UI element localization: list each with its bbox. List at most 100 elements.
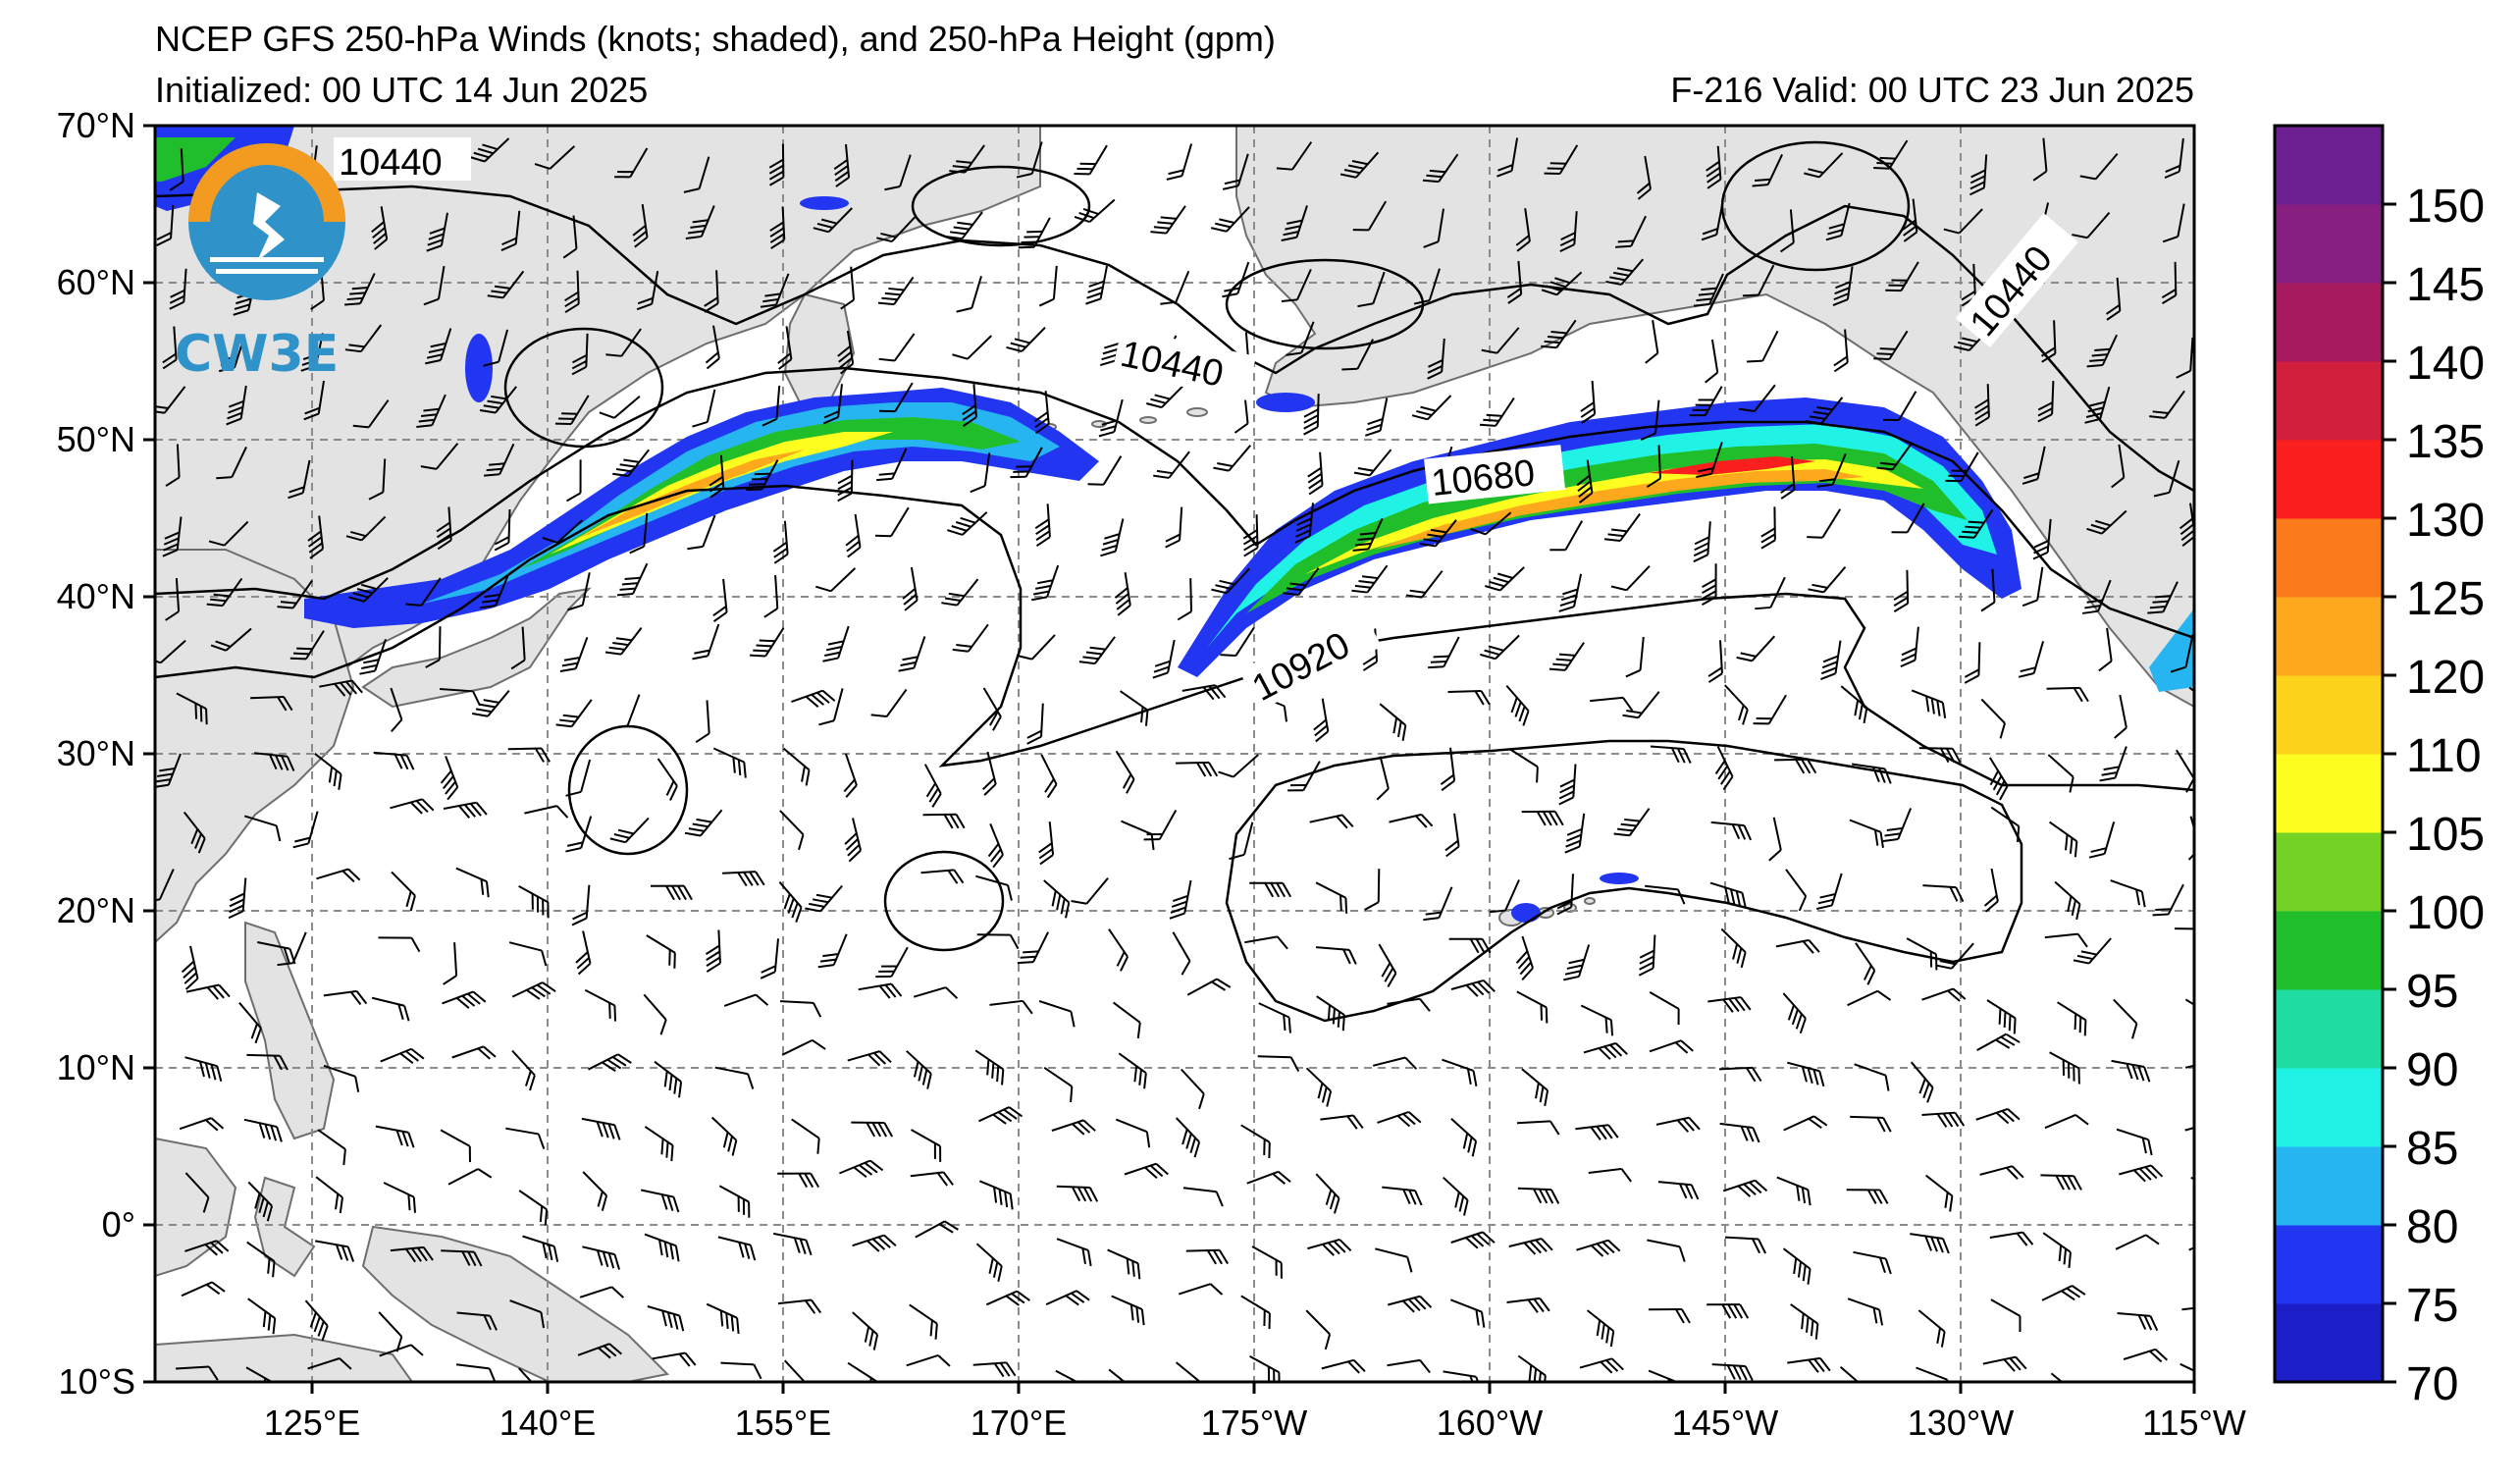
colorbar-swatch [2275, 204, 2383, 284]
colorbar-label: 95 [2406, 966, 2458, 1018]
wind-barb [1847, 1298, 1884, 1326]
wind-barb [1449, 1298, 1486, 1328]
wind-barb [2086, 509, 2127, 535]
wind-barb [509, 1299, 546, 1329]
wind-barb [2153, 459, 2180, 498]
wind-barb [1087, 455, 1123, 486]
jet-east-yellow [1305, 459, 1923, 574]
wind-barb [870, 688, 908, 718]
wind-barb [1693, 273, 1724, 307]
wind-barb [1558, 573, 1583, 612]
wind-barb [1169, 879, 1192, 920]
wind-barb [1742, 264, 1775, 297]
wind-barb [472, 689, 510, 717]
wind-barb [1376, 756, 1390, 801]
wind-barb [760, 273, 790, 308]
wind-barb [494, 508, 511, 552]
wind-barb [451, 1045, 497, 1060]
wind-barb [1785, 869, 1808, 912]
wind-barb [1588, 1167, 1632, 1183]
wind-barb [1124, 1162, 1169, 1180]
colorbar-swatch [2275, 1146, 2383, 1226]
wind-barb [611, 694, 641, 729]
wind-barb [720, 1361, 762, 1380]
colorbar-swatch [2275, 832, 2383, 912]
wind-barb [1210, 206, 1250, 233]
wind-barb [746, 459, 779, 491]
wind-barb [1078, 636, 1116, 665]
wind-barb [604, 626, 643, 656]
wind-barb [483, 329, 509, 367]
wind-barb [609, 817, 650, 844]
wind-barb [2116, 1128, 2153, 1156]
wind-barb [1378, 943, 1397, 987]
wind-barb [1305, 1067, 1333, 1107]
wind-barb [1760, 506, 1776, 550]
wind-barb [1175, 1117, 1201, 1158]
wind-barb [1490, 879, 1520, 914]
wind-barb [1893, 569, 1910, 612]
wind-barb [1576, 1239, 1621, 1257]
contour-label-bg-3 [1955, 213, 2078, 347]
wind-barb [447, 1168, 493, 1186]
wind-barb [456, 1311, 498, 1331]
colorbar-label: 70 [2406, 1358, 2458, 1410]
wind-barb [1213, 445, 1252, 472]
wind-barb [692, 389, 716, 428]
wind-barb [1924, 1174, 1954, 1212]
wind-barb [1625, 636, 1645, 678]
wind-barb [704, 270, 719, 313]
wind-barb [1711, 1363, 1754, 1381]
wind-barb [974, 1049, 1005, 1086]
wind-barb [1305, 1309, 1332, 1351]
wind-barb [970, 452, 991, 494]
wind-barb [571, 884, 591, 927]
wind-barb [718, 1185, 751, 1218]
wind-barb [247, 1181, 274, 1222]
wind-barb [1033, 391, 1050, 435]
contour-label-bg-2 [1112, 327, 1256, 400]
wind-barb [922, 813, 966, 829]
wind-barb [1833, 329, 1849, 373]
wind-barb [1935, 942, 1974, 970]
wind-barb [426, 212, 448, 252]
wind-barb [1315, 1173, 1340, 1214]
wind-barb [2149, 390, 2185, 419]
wind-barb [1220, 626, 1255, 658]
wind-barb [348, 577, 389, 603]
wind-barb [1316, 995, 1345, 1032]
wind-barb [162, 326, 178, 370]
colorbar-label: 80 [2406, 1201, 2458, 1253]
wind-barb [1313, 698, 1330, 743]
wind-barb [2176, 337, 2194, 379]
wind-barb [1016, 141, 1043, 179]
land-japan [361, 587, 592, 709]
wind-barb [443, 942, 458, 985]
wind-barb [1240, 1124, 1271, 1159]
wind-barb [479, 386, 517, 414]
lon-label: 160°W [1437, 1403, 1543, 1443]
wind-barb [769, 206, 786, 249]
wind-barb [1922, 884, 1965, 903]
wind-barb [692, 623, 720, 661]
wind-barb [1580, 1004, 1614, 1036]
wind-barb [1720, 927, 1747, 969]
wind-barb [317, 1129, 346, 1166]
wind-barb [1242, 514, 1259, 557]
wind-barb [1885, 261, 1919, 292]
wind-barb [1218, 754, 1259, 778]
wind-barb [1921, 987, 1967, 1002]
wind-barb [723, 993, 769, 1007]
wind-barb [1549, 520, 1584, 552]
wind-barb [2164, 137, 2184, 179]
wind-barb [314, 753, 342, 790]
wind-barb [1115, 750, 1135, 794]
wind-barb [247, 1298, 277, 1335]
wind-barb [2084, 386, 2111, 424]
wind-barb [440, 688, 481, 707]
wind-barb [654, 1060, 683, 1098]
wind-barb [315, 1240, 355, 1262]
wind-barb [534, 145, 576, 170]
wind-barb [210, 627, 252, 652]
wind-barb [1706, 1303, 1750, 1319]
